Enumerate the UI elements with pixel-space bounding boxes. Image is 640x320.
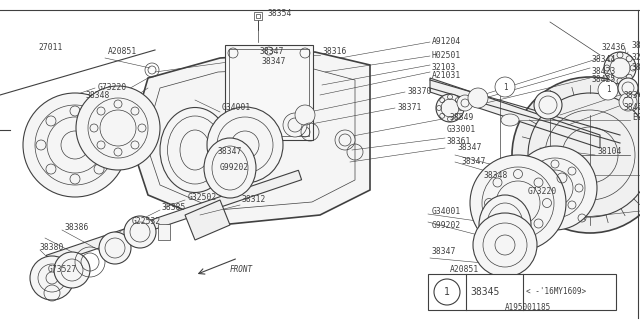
Text: A20851: A20851	[450, 266, 479, 275]
Text: 38423: 38423	[592, 68, 616, 76]
Text: 32103: 32103	[432, 62, 456, 71]
Text: A21031: A21031	[432, 70, 461, 79]
Text: E00503: E00503	[632, 114, 640, 123]
Text: G73527: G73527	[48, 266, 77, 275]
Ellipse shape	[479, 195, 531, 255]
Circle shape	[495, 77, 515, 97]
Circle shape	[207, 107, 283, 183]
Polygon shape	[185, 200, 230, 240]
Circle shape	[619, 93, 637, 111]
Circle shape	[434, 279, 460, 305]
Polygon shape	[47, 170, 301, 265]
Text: G32502: G32502	[188, 194, 217, 203]
Text: 38312: 38312	[242, 196, 266, 204]
Text: 38421: 38421	[624, 103, 640, 113]
Circle shape	[598, 80, 618, 100]
Circle shape	[124, 216, 156, 248]
Text: 38347: 38347	[458, 143, 483, 153]
Bar	[229, 49, 309, 136]
Ellipse shape	[501, 114, 519, 126]
Circle shape	[436, 94, 464, 122]
Circle shape	[54, 252, 90, 288]
Text: 1: 1	[605, 85, 611, 94]
Text: A20851: A20851	[108, 47, 137, 57]
Text: 38344: 38344	[592, 55, 616, 65]
Text: 38344: 38344	[624, 91, 640, 100]
Text: 38348: 38348	[86, 91, 110, 100]
Text: 38371: 38371	[398, 103, 422, 113]
Bar	[256, 14, 260, 18]
Text: 32436: 32436	[602, 44, 627, 52]
Polygon shape	[130, 52, 370, 225]
Text: 38423: 38423	[632, 63, 640, 73]
Circle shape	[99, 232, 131, 264]
Circle shape	[23, 93, 127, 197]
Circle shape	[618, 78, 638, 98]
Text: A195001185: A195001185	[505, 303, 551, 313]
Circle shape	[457, 95, 473, 111]
Circle shape	[295, 105, 315, 125]
Bar	[158, 224, 170, 240]
Text: 38425: 38425	[632, 42, 640, 51]
Text: A91204: A91204	[432, 37, 461, 46]
Circle shape	[468, 88, 488, 108]
Text: 38425: 38425	[592, 76, 616, 84]
Text: 1: 1	[444, 287, 450, 297]
Circle shape	[473, 213, 537, 277]
Text: G73220: G73220	[98, 84, 127, 92]
Text: 38347: 38347	[260, 47, 284, 57]
Ellipse shape	[160, 108, 230, 193]
Text: G33001: G33001	[447, 125, 476, 134]
Text: 38380: 38380	[40, 244, 65, 252]
Text: 38345: 38345	[470, 287, 499, 297]
Bar	[254, 12, 262, 20]
Circle shape	[30, 256, 74, 300]
Circle shape	[335, 130, 355, 150]
Text: 32436: 32436	[632, 53, 640, 62]
Text: 27011: 27011	[38, 44, 62, 52]
Text: FRONT: FRONT	[230, 266, 253, 275]
Text: 38104: 38104	[598, 148, 622, 156]
Text: < -'16MY1609>: < -'16MY1609>	[526, 287, 586, 297]
Bar	[225, 45, 313, 140]
Text: 38349: 38349	[450, 114, 474, 123]
Text: 38370: 38370	[408, 87, 433, 97]
Text: H02501: H02501	[432, 52, 461, 60]
Text: 38347: 38347	[432, 247, 456, 257]
Text: 38361: 38361	[447, 138, 472, 147]
Circle shape	[76, 86, 160, 170]
Text: 1: 1	[502, 83, 508, 92]
Circle shape	[604, 52, 636, 84]
Text: G73220: G73220	[528, 188, 557, 196]
Text: 38385: 38385	[162, 204, 186, 212]
Text: 38354: 38354	[268, 10, 292, 19]
Circle shape	[283, 113, 307, 137]
Text: 38386: 38386	[65, 223, 90, 233]
Circle shape	[513, 146, 597, 230]
Bar	[428, 274, 616, 310]
Text: 38347: 38347	[218, 148, 243, 156]
Ellipse shape	[204, 138, 256, 198]
Circle shape	[470, 155, 566, 251]
Text: G99202: G99202	[432, 220, 461, 229]
Text: 38316: 38316	[323, 47, 348, 57]
Text: G22532: G22532	[132, 218, 161, 227]
Text: G99202: G99202	[220, 164, 249, 172]
Text: G34001: G34001	[432, 207, 461, 217]
Circle shape	[534, 91, 562, 119]
Text: G34001: G34001	[222, 103, 252, 113]
Circle shape	[512, 77, 640, 233]
Text: 38347: 38347	[462, 157, 486, 166]
Text: 38347: 38347	[262, 58, 286, 67]
Polygon shape	[430, 78, 600, 148]
Text: 38348: 38348	[484, 172, 508, 180]
